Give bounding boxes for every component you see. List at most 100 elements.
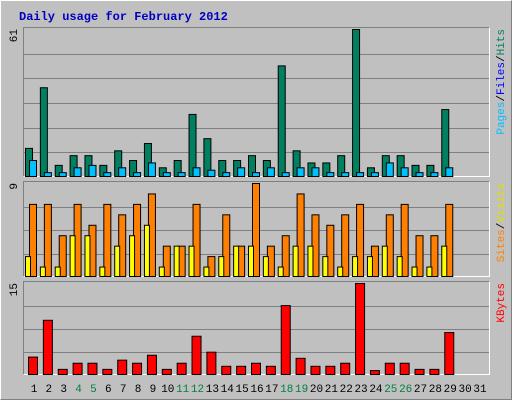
bar [28,356,38,376]
bar [192,167,201,177]
x-tick-label: 24 [369,384,383,396]
legend: Sites/Visits [496,183,508,262]
x-tick-label: 23 [354,384,367,396]
bar [188,245,195,278]
legend-entry: Hits [496,29,508,55]
bar [39,87,48,177]
panel-bevel [23,27,490,177]
bar [277,65,286,177]
bar [207,169,216,178]
y-max-label: 15 [9,283,21,296]
bar [326,172,335,177]
bar [222,172,231,177]
x-tick-label: 3 [60,384,67,396]
bar [29,160,37,177]
panel-bevel [23,281,490,375]
bar [429,368,440,376]
bar [277,266,284,277]
bar [341,172,350,177]
bar [366,256,373,278]
bar [325,365,336,375]
bar [237,167,246,177]
bar [310,365,321,375]
bar [370,172,379,177]
bar [173,245,180,278]
bar [296,167,305,177]
bar [69,235,76,278]
bar [262,256,269,278]
bar [280,305,291,375]
bar [311,167,320,177]
bar [251,362,261,376]
x-tick-label: 6 [105,384,112,396]
x-tick-label: 13 [206,384,219,396]
bar [307,245,314,278]
bar [203,266,210,277]
bar [400,167,409,177]
bar [352,256,359,278]
bar [430,172,439,177]
bar [117,359,128,375]
bar [158,266,165,277]
bar [445,203,454,277]
bar [252,172,260,177]
x-tick-label: 10 [161,384,174,396]
x-tick-label: 12 [191,384,204,396]
bar [236,365,247,375]
x-tick-label: 18 [280,384,293,396]
x-tick-label: 11 [176,384,190,396]
panel [23,281,490,375]
y-max-label: 9 [9,183,21,190]
bar [430,235,439,278]
x-tick-label: 25 [384,384,397,396]
bar [385,214,394,277]
bar [176,362,187,376]
bar [114,245,121,278]
bar [356,203,365,277]
bar [385,162,394,178]
x-tick-label: 30 [459,384,472,396]
bar [87,362,98,376]
bar [177,172,186,177]
bar [73,167,82,177]
x-tick-label: 1 [31,384,38,396]
chart-title: Daily usage for February 2012 [19,10,228,24]
bar [118,214,127,277]
bar [188,113,197,177]
x-tick-label: 31 [473,384,487,396]
bar [88,164,97,177]
x-tick-label: 21 [325,384,339,396]
legend-entry: Pages [496,102,508,135]
legend: KBytes [496,283,508,323]
bar [25,256,31,278]
bar [252,183,260,277]
x-tick-label: 2 [46,384,53,396]
bar [118,167,127,177]
panel [23,27,490,177]
y-max-label: 61 [9,29,21,43]
x-tick-label: 14 [221,384,235,396]
bar [445,167,454,177]
bar [399,362,410,376]
bar [132,362,143,376]
bar [218,256,225,278]
bar [265,365,276,375]
bar [281,235,290,278]
panel-bevel [23,181,490,277]
bar [369,370,380,375]
x-tick-label: 8 [135,384,142,396]
bar [322,256,329,278]
bar [99,266,106,277]
bar [411,266,418,277]
bar [281,172,290,177]
bar [129,235,136,278]
bar [441,245,448,278]
bar [57,368,68,376]
x-tick-label: 16 [250,384,263,396]
bar [221,365,232,375]
bar [43,172,52,177]
legend-separator: / [496,95,508,102]
bar [311,214,320,277]
